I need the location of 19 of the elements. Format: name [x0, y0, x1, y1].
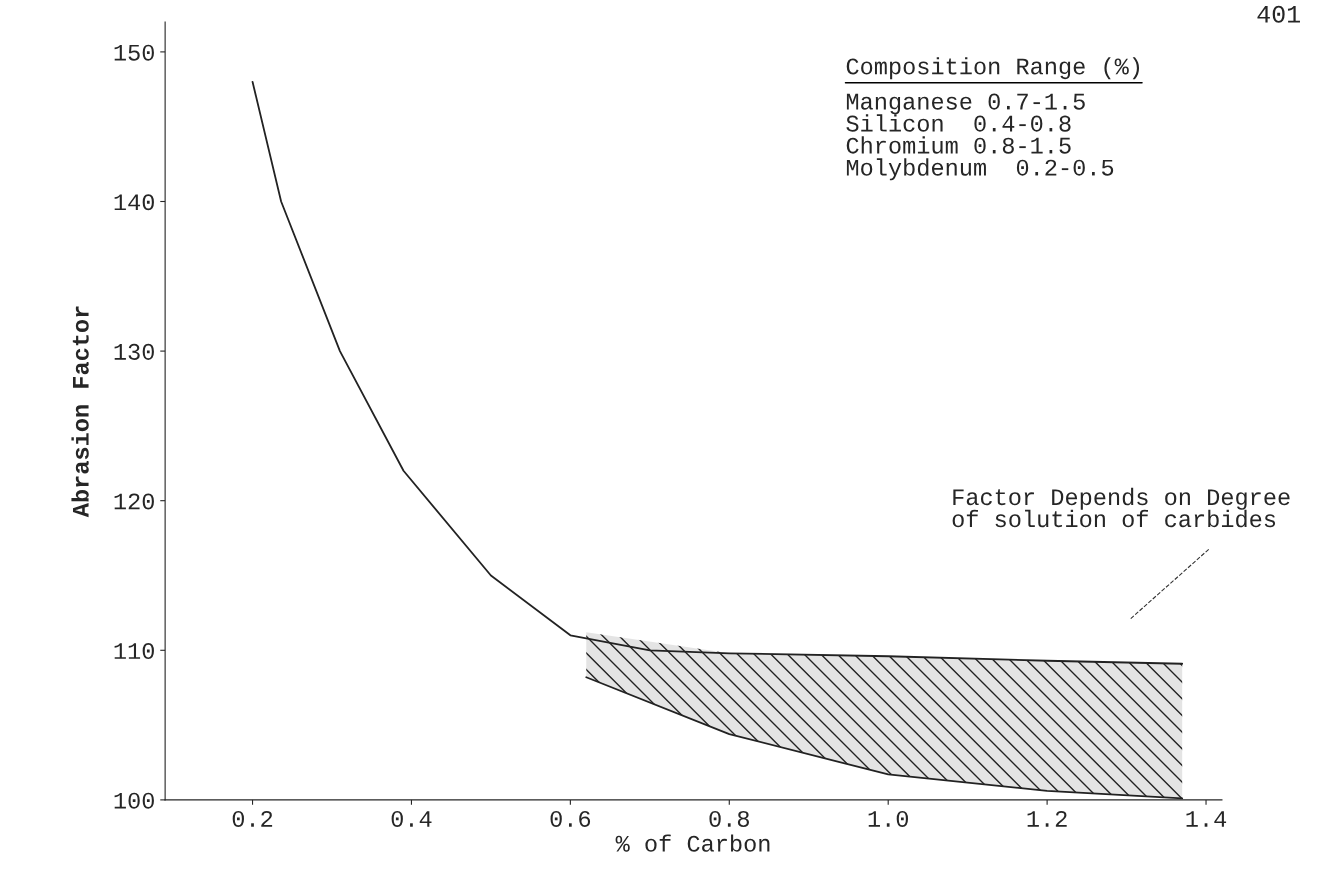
- x-axis-title: % of Carbon: [615, 834, 770, 852]
- y-tick-label: 110: [114, 643, 154, 660]
- annotation: Composition Range (%): [846, 57, 1140, 80]
- y-tick-label: 120: [114, 493, 154, 510]
- text: 401: [1257, 5, 1300, 23]
- x-tick-label: 0.4: [391, 810, 432, 827]
- y-tick-label: 130: [114, 343, 154, 360]
- annotation: Manganese 0.7-1.5 Silicon 0.4-0.8 Chromium 0.8-1.5 Molybdenum 0.2-0.5: [846, 93, 1114, 181]
- y-tick-label: 140: [114, 194, 154, 211]
- x-tick-label: 0.6: [550, 810, 591, 827]
- x-tick-label: 1.2: [1027, 810, 1067, 827]
- annotation: Factor Depends on Degree of solution of carbides: [952, 487, 1290, 528]
- x-tick-label: 1.0: [868, 810, 908, 827]
- y-tick-label: 150: [114, 44, 154, 61]
- x-tick-label: 0.8: [709, 810, 749, 827]
- y-tick-label: 100: [114, 792, 154, 809]
- x-tick-label: 1.4: [1186, 811, 1227, 827]
- y-axis-title: Abrasion Factor: [71, 306, 89, 518]
- x-tick-label: 0.2: [232, 810, 273, 827]
